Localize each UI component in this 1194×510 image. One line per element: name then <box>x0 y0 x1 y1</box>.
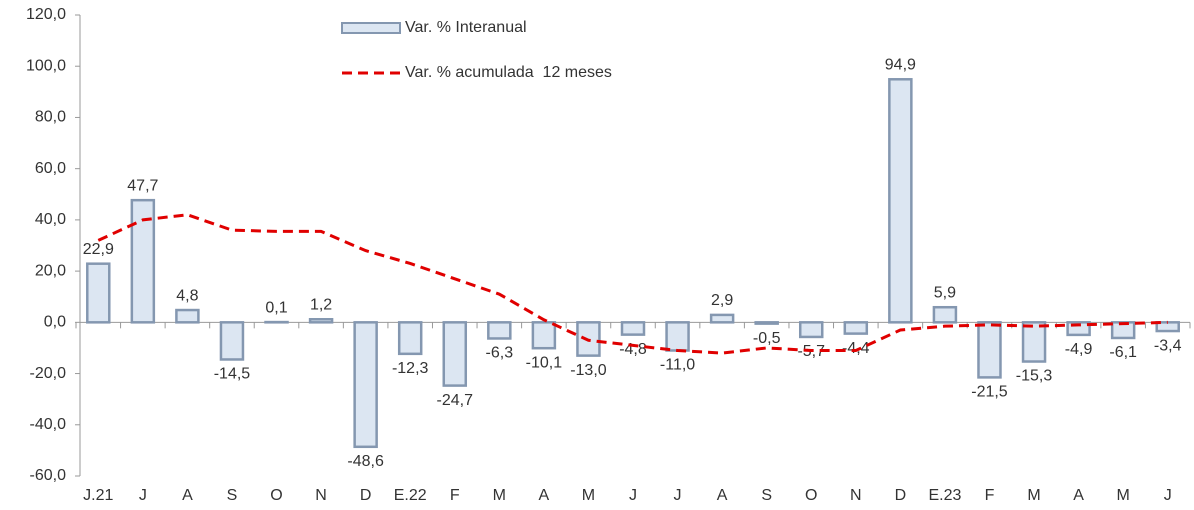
value-label: -4,8 <box>619 341 647 358</box>
y-tick-label: 120,0 <box>26 6 66 23</box>
x-tick-label: D <box>895 487 907 504</box>
bar <box>888 78 913 324</box>
y-tick-label: -40,0 <box>30 416 67 433</box>
value-label: 0,1 <box>265 299 287 316</box>
bar <box>487 321 512 340</box>
legend-label: Var. % Interanual <box>405 19 527 36</box>
x-tick-label: E.22 <box>394 487 427 504</box>
value-label: -3,4 <box>1154 337 1182 354</box>
x-tick-label: J <box>674 487 682 504</box>
bar <box>843 321 869 335</box>
x-tick-label: J <box>629 487 637 504</box>
x-tick-label: O <box>805 487 817 504</box>
bar <box>932 305 958 324</box>
bar <box>798 321 824 339</box>
x-tick-label: A <box>1073 487 1084 504</box>
value-label: 47,7 <box>127 177 158 194</box>
x-tick-label: M <box>493 487 506 504</box>
value-label: -6,1 <box>1109 344 1137 361</box>
value-label: 22,9 <box>83 241 114 258</box>
bar <box>353 321 378 449</box>
bar <box>531 321 557 350</box>
bar <box>219 321 245 361</box>
y-tick-label: -60,0 <box>30 467 67 484</box>
value-label: -21,5 <box>971 384 1008 401</box>
value-label: 2,9 <box>711 292 733 309</box>
y-tick-label: 40,0 <box>35 211 66 228</box>
x-tick-label: M <box>582 487 595 504</box>
bar <box>709 313 735 324</box>
x-tick-label: N <box>315 487 327 504</box>
x-tick-label: A <box>539 487 550 504</box>
x-tick-label: D <box>360 487 372 504</box>
value-label: 5,9 <box>934 284 956 301</box>
value-label: -6,3 <box>486 345 514 362</box>
value-label: 94,9 <box>885 57 916 74</box>
value-label: -14,5 <box>214 366 251 383</box>
y-tick-label: 0,0 <box>44 314 66 331</box>
y-tick-label: 20,0 <box>35 262 66 279</box>
x-tick-label: A <box>182 487 193 504</box>
bar <box>130 198 156 324</box>
x-tick-label: E.23 <box>928 487 961 504</box>
value-label: -48,6 <box>347 453 384 470</box>
x-tick-label: N <box>850 487 862 504</box>
bar <box>754 321 779 325</box>
value-label: -4,9 <box>1065 341 1093 358</box>
x-tick-label: F <box>985 487 995 504</box>
x-tick-label: O <box>270 487 282 504</box>
x-tick-label: J <box>1164 487 1172 504</box>
value-label: -24,7 <box>437 392 474 409</box>
value-label: -12,3 <box>392 360 429 377</box>
x-tick-label: J.21 <box>83 487 113 504</box>
bar <box>175 308 200 324</box>
bar <box>1021 321 1047 363</box>
bar <box>977 321 1002 379</box>
y-tick-label: 60,0 <box>35 160 66 177</box>
line <box>97 213 1168 355</box>
value-label: -13,0 <box>570 362 607 379</box>
legend-swatch <box>341 22 401 34</box>
bar <box>308 318 334 324</box>
x-tick-label: M <box>1116 487 1129 504</box>
x-tick-label: S <box>227 487 238 504</box>
legend-label: Var. % acumulada 12 meses <box>405 64 612 81</box>
x-tick-label: F <box>450 487 460 504</box>
bar <box>86 262 111 324</box>
x-tick-label: S <box>761 487 772 504</box>
bar <box>397 321 423 356</box>
bar <box>442 321 468 387</box>
x-tick-label: A <box>717 487 728 504</box>
value-label: 4,8 <box>176 287 198 304</box>
value-label: -15,3 <box>1016 368 1053 385</box>
x-tick-label: J <box>139 487 147 504</box>
value-label: -10,1 <box>526 354 563 371</box>
y-tick-label: -20,0 <box>30 365 67 382</box>
value-label: -0,5 <box>753 330 781 347</box>
y-tick-label: 80,0 <box>35 109 66 126</box>
bar <box>665 321 690 352</box>
value-label: -11,0 <box>660 357 695 374</box>
y-tick-label: 100,0 <box>26 57 66 74</box>
value-label: -4,4 <box>842 340 870 357</box>
bar <box>620 321 646 336</box>
x-tick-label: M <box>1027 487 1040 504</box>
value-label: 1,2 <box>310 296 332 313</box>
